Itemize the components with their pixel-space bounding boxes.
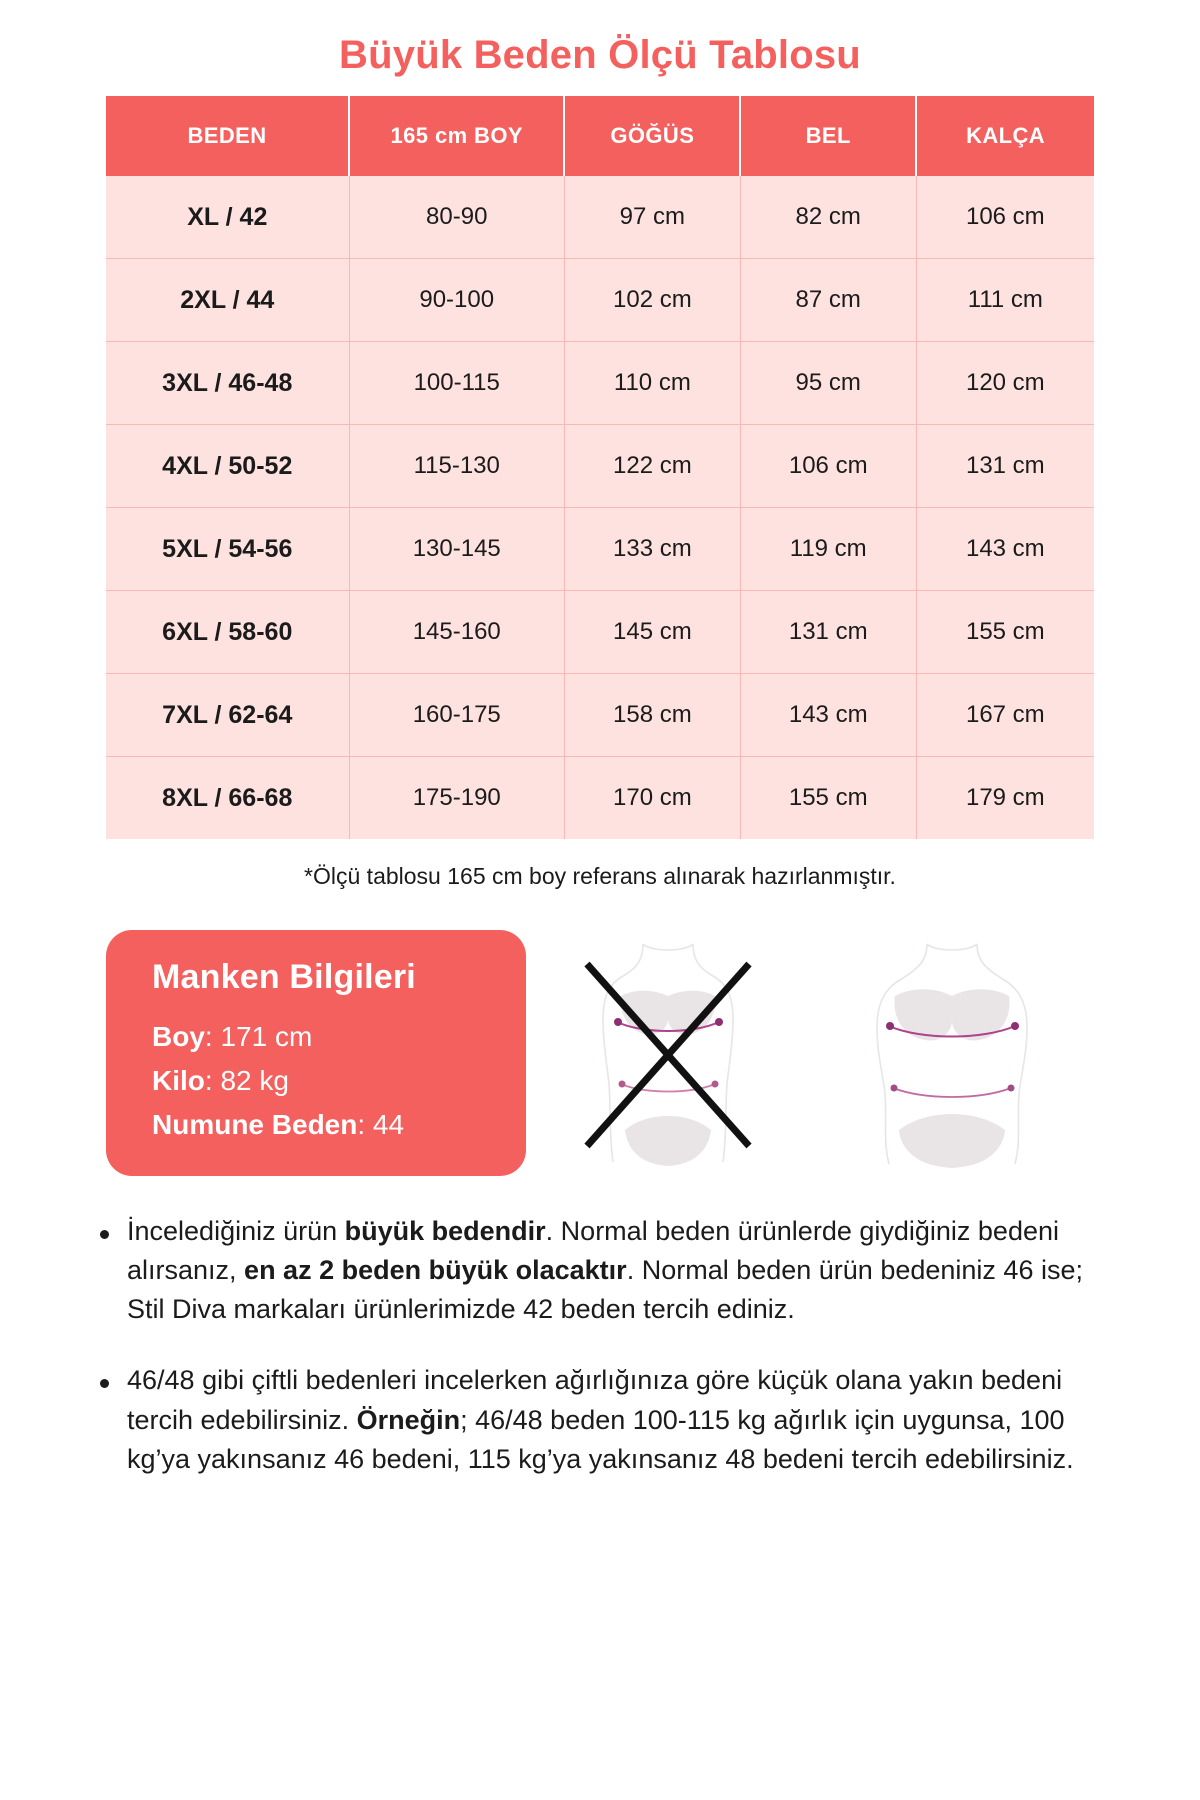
cell-beden: 6XL / 58-60 xyxy=(106,590,350,674)
cell-gogus: 170 cm xyxy=(564,756,741,839)
column-header-gogus: GÖĞÜS xyxy=(564,96,742,176)
model-height-line: Boy: 171 cm xyxy=(152,1021,492,1053)
page-title: Büyük Beden Ölçü Tablosu xyxy=(339,33,861,77)
model-info-card: Manken Bilgileri Boy: 171 cm Kilo: 82 kg… xyxy=(106,930,526,1176)
table-row: 3XL / 46-48 100-115 110 cm 95 cm 120 cm xyxy=(106,341,1094,425)
cell-beden: 8XL / 66-68 xyxy=(106,756,350,839)
cell-beden: 2XL / 44 xyxy=(106,258,350,342)
table-row: 8XL / 66-68 175-190 170 cm 155 cm 179 cm xyxy=(106,756,1094,839)
cell-boy: 130-145 xyxy=(349,507,565,591)
cell-bel: 82 cm xyxy=(740,176,917,259)
cell-gogus: 97 cm xyxy=(564,176,741,259)
note-text-1: İncelediğiniz ürün büyük bedendir. Norma… xyxy=(127,1216,1083,1325)
column-header-bel: BEL xyxy=(740,96,918,176)
model-height-value: : 171 cm xyxy=(204,1021,313,1052)
table-row: 7XL / 62-64 160-175 158 cm 143 cm 167 cm xyxy=(106,673,1094,757)
cell-kalca: 106 cm xyxy=(916,176,1094,259)
model-weight-line: Kilo: 82 kg xyxy=(152,1065,492,1097)
cell-beden: XL / 42 xyxy=(106,176,350,259)
cell-gogus: 102 cm xyxy=(564,258,741,342)
model-info-row: Manken Bilgileri Boy: 171 cm Kilo: 82 kg… xyxy=(70,930,1130,1176)
cell-gogus: 145 cm xyxy=(564,590,741,674)
cell-kalca: 179 cm xyxy=(916,756,1094,839)
cell-kalca: 155 cm xyxy=(916,590,1094,674)
cell-beden: 3XL / 46-48 xyxy=(106,341,350,425)
model-sample-size-value: : 44 xyxy=(357,1109,405,1140)
model-sample-size-line: Numune Beden: 44 xyxy=(152,1109,492,1141)
column-header-boy: 165 cm BOY xyxy=(349,96,566,176)
cell-kalca: 120 cm xyxy=(916,341,1094,425)
cell-bel: 106 cm xyxy=(740,424,917,508)
size-guidance-notes: İncelediğiniz ürün büyük bedendir. Norma… xyxy=(70,1212,1130,1479)
table-row: 2XL / 44 90-100 102 cm 87 cm 111 cm xyxy=(106,258,1094,342)
cell-boy: 175-190 xyxy=(349,756,565,839)
list-item: İncelediğiniz ürün büyük bedendir. Norma… xyxy=(92,1212,1094,1329)
column-header-beden: BEDEN xyxy=(106,96,351,176)
cell-bel: 131 cm xyxy=(740,590,917,674)
cell-bel: 155 cm xyxy=(740,756,917,839)
table-row: 4XL / 50-52 115-130 122 cm 106 cm 131 cm xyxy=(106,424,1094,508)
cell-kalca: 143 cm xyxy=(916,507,1094,591)
crossed-out-slim-body-icon xyxy=(573,934,763,1174)
body-figures xyxy=(526,930,1094,1174)
cell-gogus: 110 cm xyxy=(564,341,741,425)
bullet-icon xyxy=(100,1230,109,1239)
cell-boy: 145-160 xyxy=(349,590,565,674)
note-text-2: 46/48 gibi çiftli bedenleri incelerken a… xyxy=(127,1365,1074,1474)
table-row: XL / 42 80-90 97 cm 82 cm 106 cm xyxy=(106,176,1094,259)
cell-boy: 160-175 xyxy=(349,673,565,757)
model-info-heading: Manken Bilgileri xyxy=(152,958,416,996)
size-table-head: BEDEN 165 cm BOY GÖĞÜS BEL KALÇA xyxy=(106,96,1094,176)
cell-kalca: 167 cm xyxy=(916,673,1094,757)
cell-boy: 115-130 xyxy=(349,424,565,508)
cell-gogus: 133 cm xyxy=(564,507,741,591)
cell-beden: 7XL / 62-64 xyxy=(106,673,350,757)
cell-bel: 119 cm xyxy=(740,507,917,591)
cell-bel: 87 cm xyxy=(740,258,917,342)
model-height-label: Boy xyxy=(152,1021,205,1052)
cell-bel: 143 cm xyxy=(740,673,917,757)
model-weight-value: : 82 kg xyxy=(204,1065,289,1096)
size-chart-page: Büyük Beden Ölçü Tablosu BEDEN 165 cm BO… xyxy=(70,0,1130,1479)
cell-gogus: 158 cm xyxy=(564,673,741,757)
list-item: 46/48 gibi çiftli bedenleri incelerken a… xyxy=(92,1361,1094,1478)
table-row: 6XL / 58-60 145-160 145 cm 131 cm 155 cm xyxy=(106,590,1094,674)
cell-beden: 5XL / 54-56 xyxy=(106,507,350,591)
size-table-container: BEDEN 165 cm BOY GÖĞÜS BEL KALÇA XL / 42… xyxy=(70,96,1130,839)
table-footnote: *Ölçü tablosu 165 cm boy referans alınar… xyxy=(304,863,896,889)
bullet-icon xyxy=(100,1379,109,1389)
model-sample-size-label: Numune Beden xyxy=(152,1109,358,1140)
cell-boy: 80-90 xyxy=(349,176,565,259)
size-table: BEDEN 165 cm BOY GÖĞÜS BEL KALÇA XL / 42… xyxy=(106,96,1094,839)
cell-boy: 100-115 xyxy=(349,341,565,425)
cell-kalca: 131 cm xyxy=(916,424,1094,508)
table-header-row: BEDEN 165 cm BOY GÖĞÜS BEL KALÇA xyxy=(106,96,1094,176)
cell-bel: 95 cm xyxy=(740,341,917,425)
model-weight-label: Kilo xyxy=(152,1065,205,1096)
plus-size-body-icon xyxy=(857,934,1047,1174)
cell-beden: 4XL / 50-52 xyxy=(106,424,350,508)
cell-boy: 90-100 xyxy=(349,258,565,342)
table-row: 5XL / 54-56 130-145 133 cm 119 cm 143 cm xyxy=(106,507,1094,591)
cell-gogus: 122 cm xyxy=(564,424,741,508)
column-header-kalca: KALÇA xyxy=(916,96,1094,176)
cell-kalca: 111 cm xyxy=(916,258,1094,342)
size-table-body: XL / 42 80-90 97 cm 82 cm 106 cm 2XL / 4… xyxy=(106,176,1094,839)
